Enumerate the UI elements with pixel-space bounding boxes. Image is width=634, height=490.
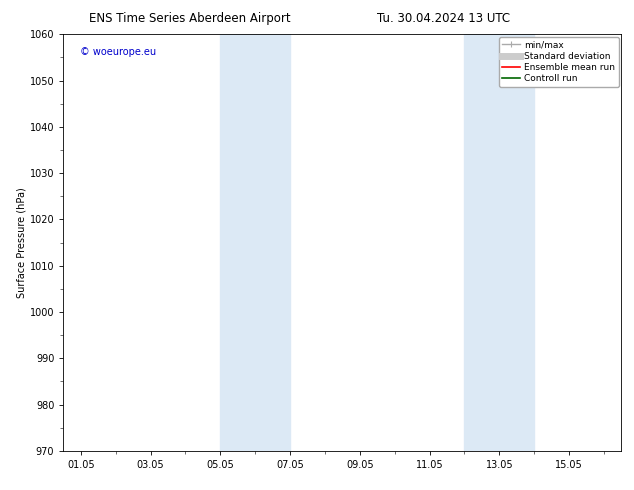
- Bar: [221, 34, 290, 451]
- Text: © woeurope.eu: © woeurope.eu: [80, 47, 156, 57]
- Text: Tu. 30.04.2024 13 UTC: Tu. 30.04.2024 13 UTC: [377, 12, 510, 25]
- Text: ENS Time Series Aberdeen Airport: ENS Time Series Aberdeen Airport: [89, 12, 291, 25]
- Y-axis label: Surface Pressure (hPa): Surface Pressure (hPa): [17, 187, 27, 298]
- Legend: min/max, Standard deviation, Ensemble mean run, Controll run: min/max, Standard deviation, Ensemble me…: [499, 37, 619, 87]
- Bar: [464, 34, 534, 451]
